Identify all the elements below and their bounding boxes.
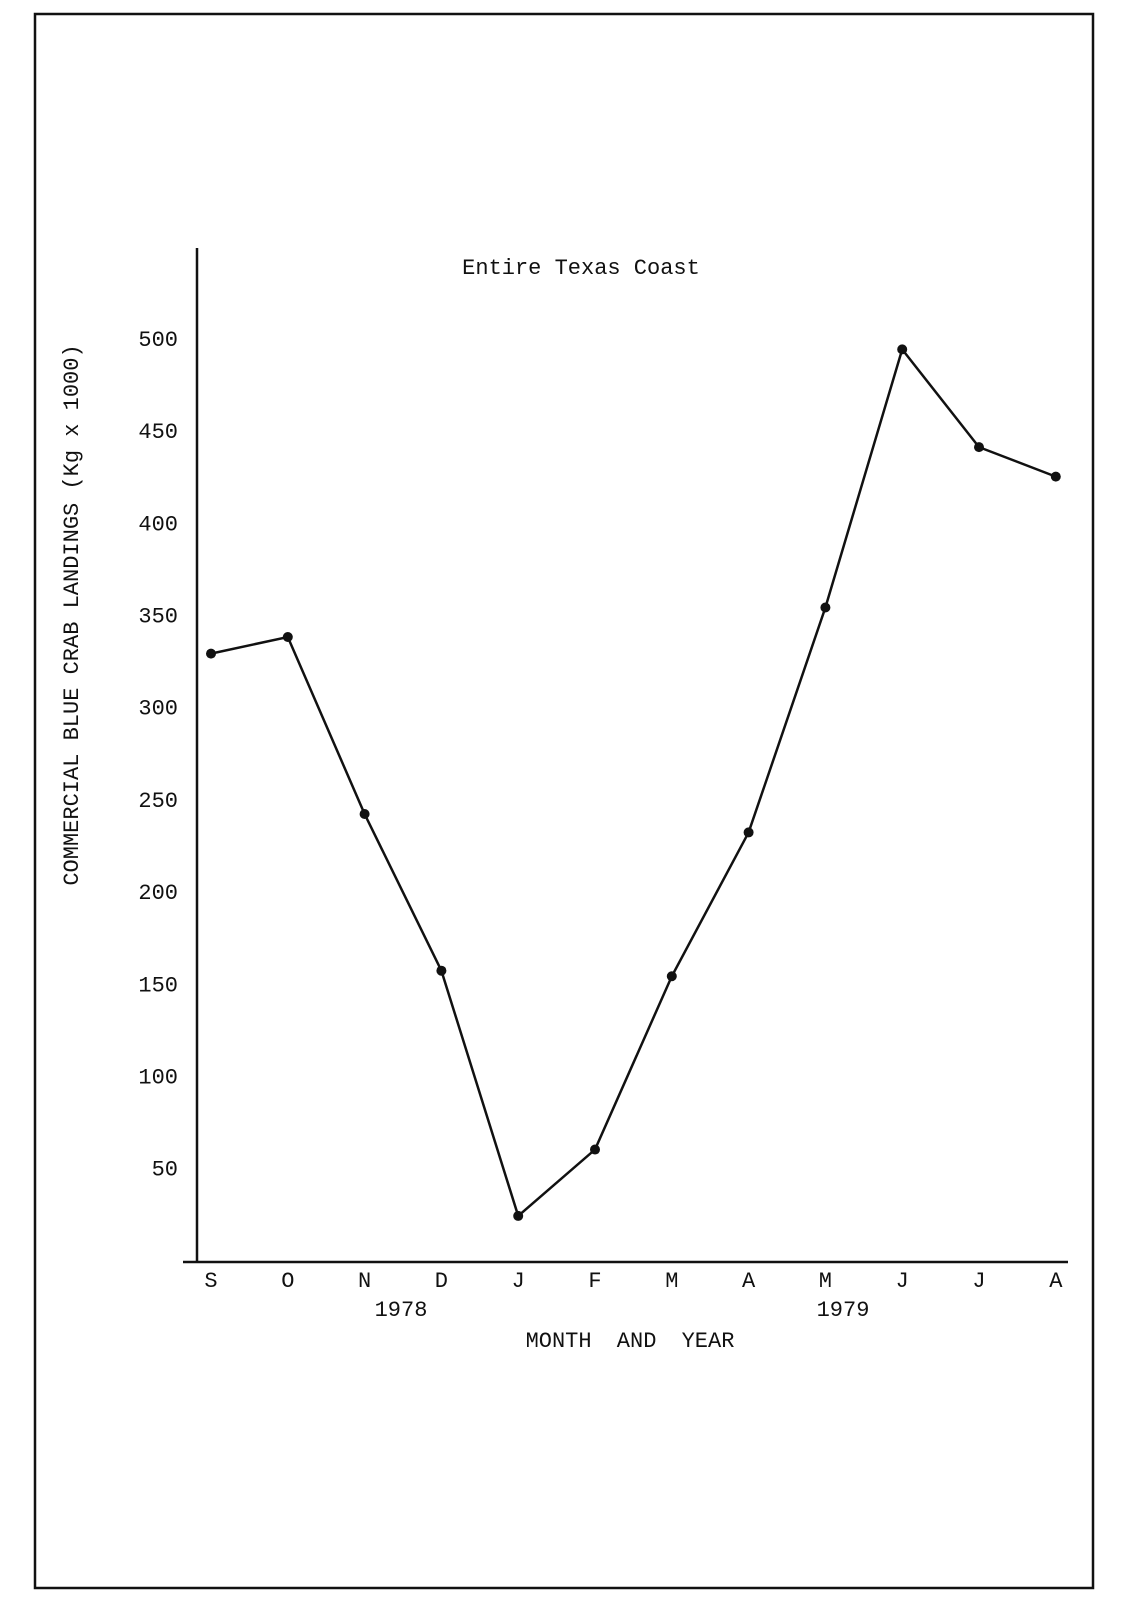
data-point xyxy=(513,1210,524,1221)
x-tick-label: S xyxy=(204,1269,217,1294)
y-tick-label: 500 xyxy=(138,328,178,353)
data-point xyxy=(282,632,293,643)
year-label: 1978 xyxy=(375,1298,428,1323)
y-tick-label: 150 xyxy=(138,973,178,998)
y-tick-label: 400 xyxy=(138,512,178,537)
x-tick-label: O xyxy=(281,1269,294,1294)
x-tick-label: J xyxy=(896,1269,909,1294)
y-tick-label: 250 xyxy=(138,789,178,814)
y-tick-label: 100 xyxy=(138,1065,178,1090)
data-point xyxy=(206,648,216,659)
x-tick-label: J xyxy=(972,1269,985,1294)
data-point xyxy=(590,1144,600,1155)
x-tick-label: J xyxy=(512,1269,525,1294)
y-tick-label: 300 xyxy=(138,697,178,722)
data-point xyxy=(359,808,370,819)
data-point xyxy=(897,344,908,355)
x-tick-label: F xyxy=(588,1269,601,1294)
x-tick-label: M xyxy=(665,1269,678,1294)
x-tick-label: A xyxy=(1049,1269,1063,1294)
x-tick-label: M xyxy=(819,1269,832,1294)
data-point xyxy=(1050,471,1061,482)
data-point xyxy=(436,965,447,976)
data-point xyxy=(974,442,984,453)
data-point xyxy=(666,971,677,982)
data-point xyxy=(820,602,831,613)
x-tick-label: D xyxy=(435,1269,448,1294)
x-tick-label: N xyxy=(358,1269,371,1294)
page-frame xyxy=(33,12,1095,1590)
data-line xyxy=(210,346,1057,1219)
y-axis-label: COMMERCIAL BLUE CRAB LANDINGS (Kg x 1000… xyxy=(60,344,85,885)
data-point xyxy=(743,827,754,838)
y-tick-label: 450 xyxy=(138,420,178,445)
y-tick-label: 50 xyxy=(152,1158,178,1183)
y-tick-label: 200 xyxy=(138,881,178,906)
x-tick-label: A xyxy=(742,1269,756,1294)
chart-title: Entire Texas Coast xyxy=(462,256,700,281)
x-axis-label: MONTH AND YEAR xyxy=(526,1329,735,1354)
year-label: 1979 xyxy=(817,1298,870,1323)
y-tick-label: 350 xyxy=(138,605,178,630)
